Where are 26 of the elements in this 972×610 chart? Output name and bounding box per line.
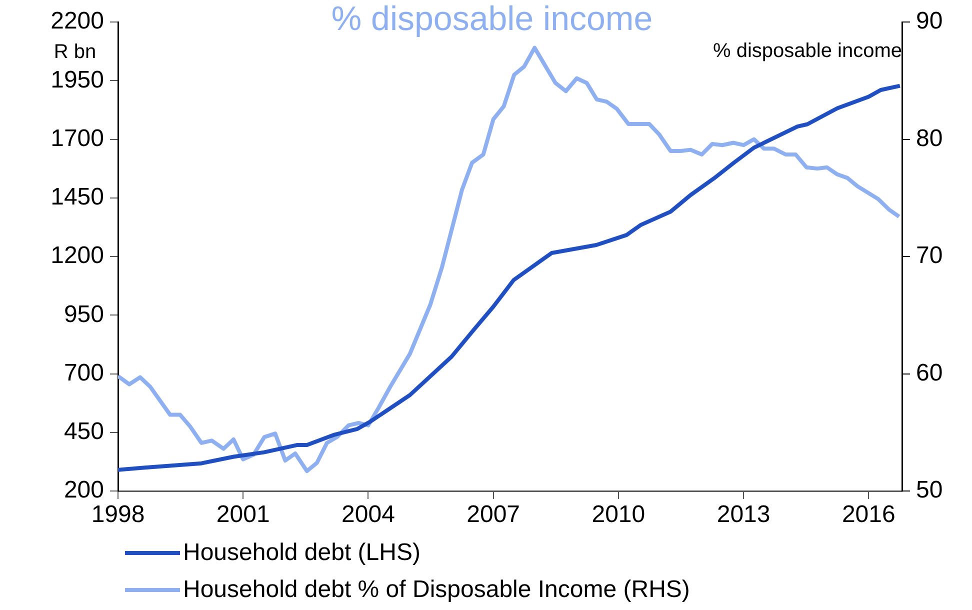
y-tick-label: 1200 [50,242,104,270]
x-tick-label: 2007 [466,501,520,528]
y-tick-label: 450 [64,418,104,445]
y2-tick-label: 60 [916,359,943,386]
legend-label: Household debt (LHS) [183,538,420,566]
y2-tick-label: 70 [916,242,943,270]
y-tick-label: 1950 [50,66,104,94]
y-tick-label: 950 [64,300,104,328]
y-tick-label: 1700 [50,124,104,152]
x-tick-label: 2016 [842,501,896,528]
x-tick-label: 2010 [592,501,646,528]
y2-tick-label: 50 [916,476,943,504]
y-axis-title: R bn [54,41,96,63]
y-tick-label: 2200 [50,8,104,35]
x-tick-label: 1998 [91,501,145,528]
x-tick-label: 2013 [716,501,770,528]
chart-title: % disposable income [331,0,653,38]
y2-axis-title: % disposable income [713,40,902,62]
y2-tick-label: 80 [916,124,943,152]
x-tick-label: 2001 [216,501,270,528]
y-tick-label: 200 [64,476,104,504]
y-tick-label: 1450 [50,184,104,210]
y-tick-label: 700 [64,359,104,386]
legend-label: Household debt % of Disposable Income (RHS) [183,576,690,604]
y2-tick-label: 90 [916,8,943,35]
x-tick-label: 2004 [342,501,395,528]
